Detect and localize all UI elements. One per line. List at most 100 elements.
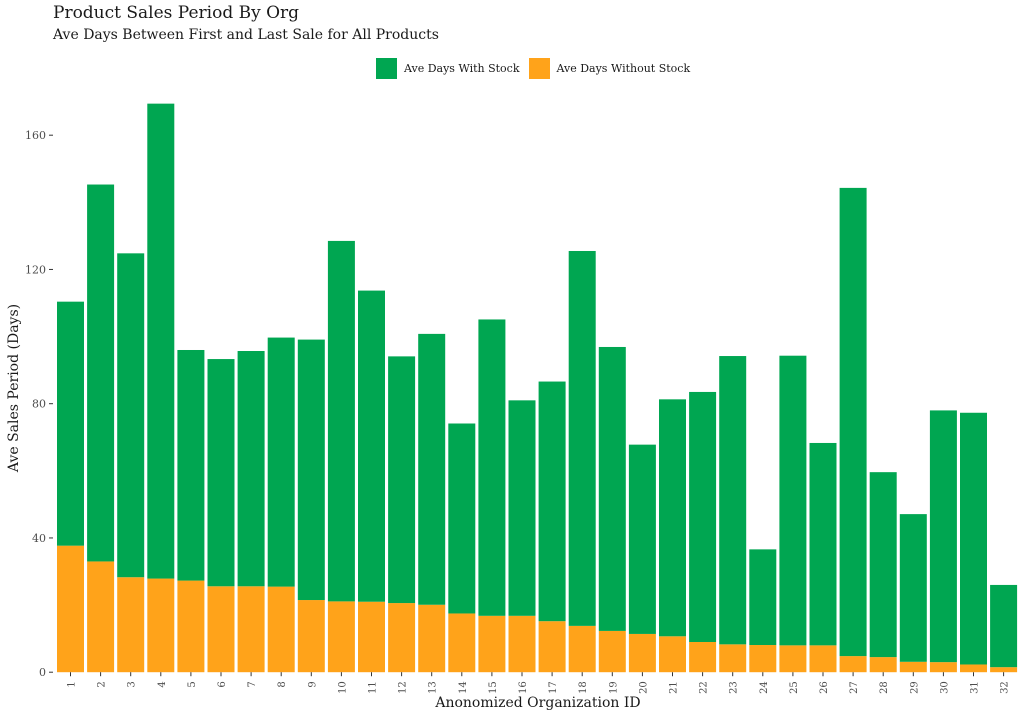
x-tick-label: 13	[428, 681, 439, 694]
bar-with-stock	[689, 391, 717, 642]
bar-without-stock	[327, 601, 355, 673]
bar-with-stock	[749, 549, 777, 646]
x-tick-label: 1	[67, 681, 78, 687]
bar-without-stock	[358, 601, 385, 673]
legend: Ave Days With Stock Ave Days Without Sto…	[376, 58, 699, 79]
bar-with-stock	[327, 240, 355, 602]
legend-item-without-stock: Ave Days Without Stock	[528, 58, 691, 79]
bar-with-stock	[869, 472, 897, 658]
bar-without-stock	[568, 625, 596, 673]
bar-without-stock	[960, 664, 987, 673]
x-tick-label: 4	[157, 681, 168, 687]
bar-with-stock	[478, 319, 506, 616]
bar-with-stock	[929, 410, 957, 663]
bar-with-stock	[117, 253, 145, 578]
y-tick-label: 80	[32, 398, 46, 411]
bar-with-stock	[388, 356, 416, 604]
bar-without-stock	[237, 586, 265, 673]
bar-with-stock	[598, 346, 626, 631]
y-axis-title: Ave Sales Period (Days)	[6, 304, 22, 473]
bar-without-stock	[749, 645, 777, 673]
bar-with-stock	[147, 103, 175, 579]
bar-with-stock	[237, 351, 265, 587]
x-axis-title: Anonomized Organization ID	[434, 695, 640, 711]
x-tick-label: 20	[638, 681, 649, 694]
legend-item-with-stock: Ave Days With Stock	[376, 58, 520, 79]
legend-swatch-without-stock	[528, 58, 550, 79]
x-tick-label: 21	[669, 681, 680, 694]
x-tick-label: 6	[217, 681, 228, 687]
bar-without-stock	[899, 661, 927, 673]
bar-without-stock	[147, 578, 175, 673]
x-tick-label: 28	[879, 681, 890, 694]
bar-with-stock	[990, 584, 1018, 668]
x-tick-label: 18	[578, 681, 589, 694]
x-tick-label: 3	[127, 681, 138, 687]
bar-without-stock	[87, 561, 115, 673]
bar-without-stock	[388, 603, 416, 673]
x-tick-label: 19	[608, 681, 619, 694]
bar-with-stock	[87, 184, 115, 562]
bar-with-stock	[297, 339, 325, 601]
chart-subtitle: Ave Days Between First and Last Sale for…	[53, 27, 439, 43]
chart-title: Product Sales Period By Org	[53, 3, 300, 23]
bar-with-stock	[659, 399, 686, 637]
bar-without-stock	[117, 577, 145, 673]
y-tick-label: 40	[32, 532, 46, 545]
x-tick-label: 17	[548, 681, 559, 694]
bar-with-stock	[267, 337, 295, 587]
bar-without-stock	[448, 613, 476, 673]
legend-swatch-with-stock	[376, 58, 397, 79]
bar-with-stock	[719, 356, 747, 645]
x-tick-label: 11	[368, 681, 379, 694]
x-tick-label: 12	[398, 681, 409, 694]
bar-without-stock	[508, 615, 536, 673]
x-tick-label: 27	[849, 681, 860, 694]
bar-without-stock	[598, 630, 626, 673]
x-tick-label: 9	[307, 681, 318, 687]
bar-without-stock	[297, 600, 325, 673]
bar-with-stock	[628, 444, 656, 634]
bar-without-stock	[57, 545, 84, 673]
x-tick-label: 32	[1000, 681, 1011, 694]
bar-with-stock	[899, 514, 927, 662]
bar-without-stock	[809, 645, 837, 673]
bar-without-stock	[990, 667, 1018, 673]
bar-without-stock	[538, 621, 566, 673]
bar-with-stock	[207, 359, 235, 587]
bar-without-stock	[719, 644, 747, 673]
bar-with-stock	[538, 381, 566, 622]
y-tick-label: 160	[25, 129, 46, 142]
bar-without-stock	[929, 662, 957, 673]
bar-without-stock	[267, 586, 295, 673]
y-tick-label: 120	[25, 263, 46, 276]
bar-without-stock	[207, 586, 235, 673]
bar-without-stock	[418, 604, 446, 673]
bar-with-stock	[177, 349, 205, 581]
x-tick-label: 29	[909, 681, 920, 694]
bar-with-stock	[358, 290, 385, 602]
bar-with-stock	[418, 333, 446, 605]
bar-without-stock	[689, 641, 717, 673]
x-tick-label: 31	[970, 681, 981, 694]
y-tick-label: 0	[39, 666, 46, 679]
bar-with-stock	[448, 423, 476, 614]
bar-without-stock	[628, 633, 656, 673]
bar-without-stock	[869, 657, 897, 673]
x-tick-label: 8	[277, 681, 288, 687]
bar-with-stock	[508, 400, 536, 616]
x-tick-label: 30	[939, 681, 950, 694]
x-tick-label: 23	[729, 681, 740, 694]
legend-label-without-stock: Ave Days Without Stock	[556, 62, 691, 75]
legend-label-with-stock: Ave Days With Stock	[404, 62, 520, 75]
bar-with-stock	[960, 412, 987, 665]
bar-without-stock	[478, 615, 506, 673]
bar-with-stock	[809, 442, 837, 646]
x-tick-label: 2	[97, 681, 108, 687]
x-tick-label: 7	[247, 681, 258, 687]
x-tick-label: 10	[337, 681, 348, 694]
bar-without-stock	[779, 645, 807, 673]
bar-with-stock	[57, 301, 84, 546]
bar-without-stock	[839, 656, 867, 673]
